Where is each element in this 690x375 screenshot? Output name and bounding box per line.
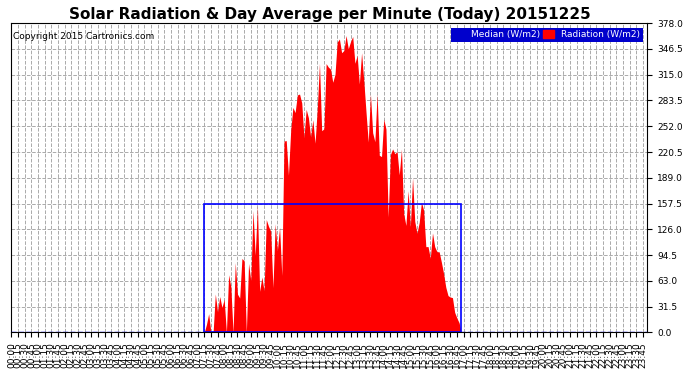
Text: Copyright 2015 Cartronics.com: Copyright 2015 Cartronics.com: [12, 32, 154, 41]
Legend: Median (W/m2), Radiation (W/m2): Median (W/m2), Radiation (W/m2): [451, 28, 643, 42]
Bar: [204, 204, 462, 333]
Title: Solar Radiation & Day Average per Minute (Today) 20151225: Solar Radiation & Day Average per Minute…: [68, 7, 591, 22]
